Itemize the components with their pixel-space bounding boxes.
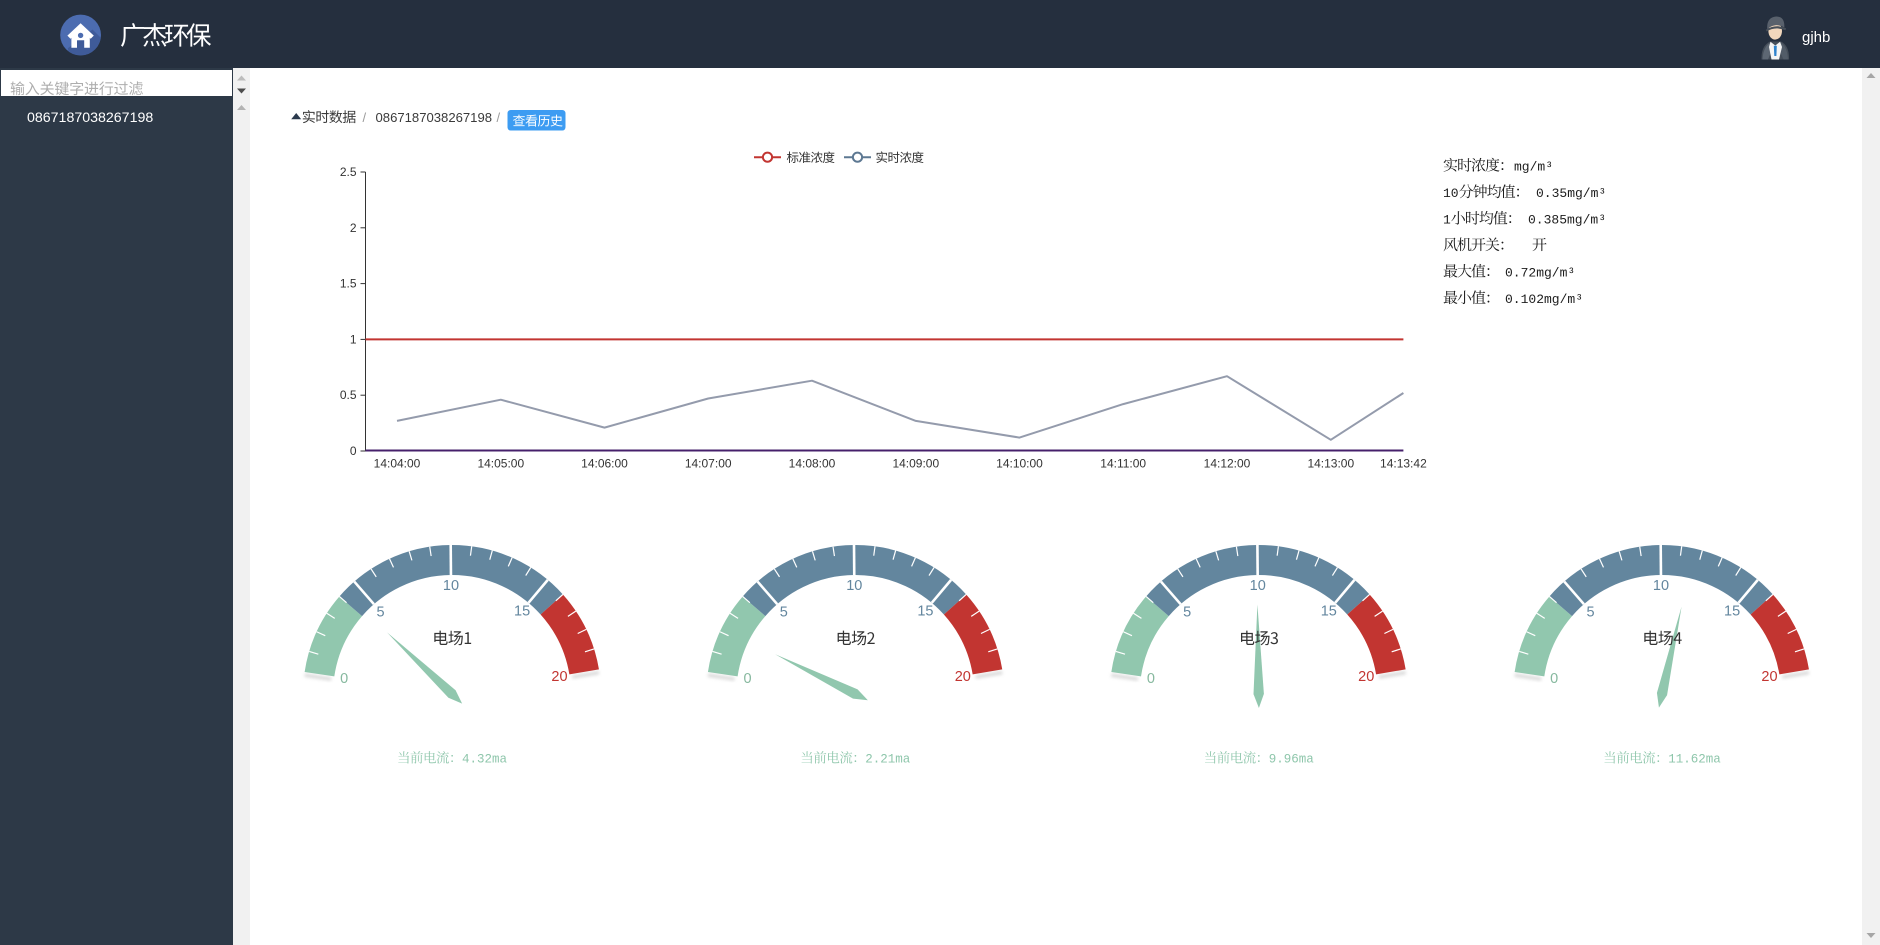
svg-text:0.5: 0.5	[340, 388, 357, 402]
svg-text:14:12:00: 14:12:00	[1204, 457, 1251, 471]
svg-text:14:13:42: 14:13:42	[1380, 457, 1427, 471]
svg-text:0.385mg/m³: 0.385mg/m³	[1528, 213, 1606, 228]
svg-text:20: 20	[1358, 669, 1374, 685]
svg-text:9.96ma: 9.96ma	[1269, 753, 1315, 767]
svg-text:1: 1	[1443, 213, 1451, 228]
svg-text:0: 0	[743, 671, 751, 687]
svg-text:14:13:00: 14:13:00	[1307, 457, 1354, 471]
svg-text:10: 10	[443, 578, 459, 594]
svg-text:1: 1	[350, 332, 357, 346]
svg-text:14:06:00: 14:06:00	[581, 457, 628, 471]
svg-text:20: 20	[551, 669, 567, 685]
svg-text:14:07:00: 14:07:00	[685, 457, 732, 471]
svg-text:14:09:00: 14:09:00	[892, 457, 939, 471]
svg-text:15: 15	[1321, 604, 1337, 620]
svg-text:14:05:00: 14:05:00	[477, 457, 524, 471]
svg-text:10: 10	[1443, 186, 1459, 201]
svg-text:0: 0	[350, 444, 357, 458]
svg-text:0.72mg/m³: 0.72mg/m³	[1505, 266, 1575, 281]
svg-text:0: 0	[1550, 671, 1558, 687]
svg-text:0.102mg/m³: 0.102mg/m³	[1505, 292, 1583, 307]
svg-text:15: 15	[1724, 604, 1740, 620]
svg-text:/: /	[363, 110, 367, 125]
svg-text:5: 5	[780, 605, 788, 621]
svg-text:2: 2	[350, 221, 357, 235]
svg-text:2.5: 2.5	[340, 165, 357, 179]
svg-text:0867187038267198: 0867187038267198	[27, 110, 153, 126]
svg-text:20: 20	[955, 669, 971, 685]
svg-text:14:10:00: 14:10:00	[996, 457, 1043, 471]
svg-text:20: 20	[1761, 669, 1777, 685]
svg-text:0867187038267198: 0867187038267198	[376, 110, 493, 125]
svg-text:14:11:00: 14:11:00	[1100, 457, 1146, 471]
svg-text:2.21ma: 2.21ma	[865, 753, 911, 767]
svg-text:0: 0	[340, 671, 348, 687]
svg-text:5: 5	[1183, 605, 1191, 621]
svg-text:0.35mg/m³: 0.35mg/m³	[1536, 186, 1606, 201]
svg-text:11.62ma: 11.62ma	[1668, 753, 1721, 767]
svg-text:10: 10	[1250, 578, 1266, 594]
svg-text:/: /	[497, 110, 501, 125]
svg-text:10: 10	[846, 578, 862, 594]
svg-text:14:08:00: 14:08:00	[789, 457, 836, 471]
svg-text:15: 15	[514, 604, 530, 620]
svg-text:mg/m³: mg/m³	[1514, 160, 1553, 175]
svg-text:10: 10	[1653, 578, 1669, 594]
svg-text:15: 15	[917, 604, 933, 620]
svg-text:14:04:00: 14:04:00	[374, 457, 421, 471]
svg-text:0: 0	[1147, 671, 1155, 687]
svg-text:5: 5	[1586, 605, 1594, 621]
svg-text:1.5: 1.5	[340, 277, 357, 291]
svg-text:5: 5	[376, 605, 384, 621]
svg-text:4.32ma: 4.32ma	[462, 753, 508, 767]
svg-text:gjhb: gjhb	[1802, 29, 1830, 46]
